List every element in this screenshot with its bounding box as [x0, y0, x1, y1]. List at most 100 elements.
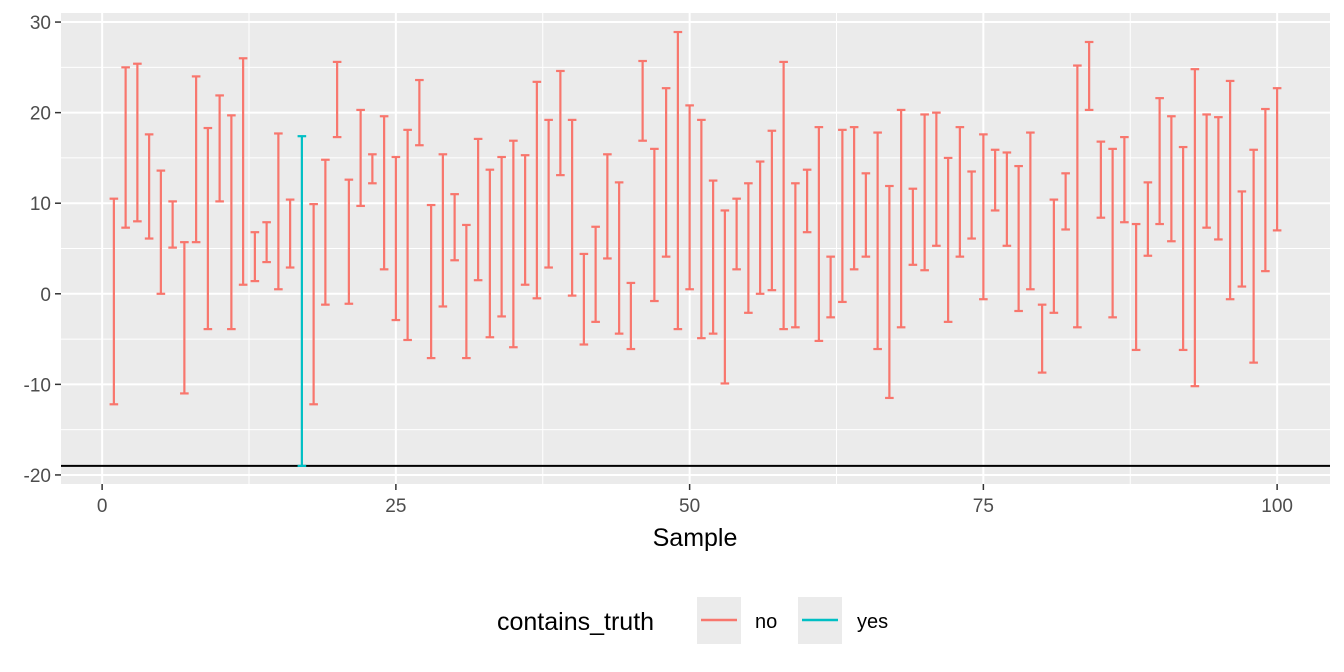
- errorbar-64: [849, 126, 859, 271]
- errorbar-84: [1084, 40, 1094, 112]
- errorbar-17: [297, 135, 307, 467]
- errorbar-32: [473, 137, 483, 282]
- errorbar-100: [1272, 87, 1282, 232]
- x-tick-label: 0: [97, 496, 108, 517]
- errorbar-30: [450, 193, 459, 262]
- errorbar-44: [614, 181, 624, 335]
- errorbar-31: [462, 223, 471, 360]
- errorbar-90: [1155, 97, 1164, 226]
- errorbar-9: [203, 126, 213, 331]
- errorbar-53: [720, 209, 730, 385]
- errorbar-67: [885, 184, 894, 400]
- errorbar-58: [779, 60, 788, 331]
- legend-label-no: no: [755, 611, 777, 633]
- errorbar-87: [1120, 135, 1129, 224]
- x-tick-label: 50: [679, 496, 700, 517]
- errorbar-68: [896, 108, 906, 329]
- legend: contains_truth no yes: [497, 597, 888, 644]
- errorbar-5: [156, 169, 166, 295]
- errorbar-99: [1261, 107, 1270, 273]
- legend-label-yes: yes: [857, 611, 888, 633]
- errorbar-54: [732, 197, 741, 271]
- y-tick-label: -20: [24, 466, 51, 487]
- errorbar-91: [1167, 115, 1176, 243]
- errorbar-66: [873, 131, 882, 351]
- errorbar-28: [426, 203, 436, 360]
- errorbar-88: [1131, 222, 1141, 352]
- x-axis-title: Sample: [653, 524, 738, 552]
- errorbar-11: [227, 114, 236, 331]
- intervals: [109, 30, 1282, 467]
- x-tick-label: 75: [973, 496, 994, 517]
- errorbar-95: [1214, 116, 1223, 241]
- errorbar-86: [1108, 147, 1117, 319]
- errorbar-85: [1096, 140, 1106, 219]
- errorbar-2: [121, 66, 130, 229]
- errorbar-75: [979, 133, 988, 301]
- errorbar-14: [262, 221, 271, 264]
- y-axis: -20 -10 0 10 20 30: [24, 13, 61, 487]
- errorbar-50: [685, 104, 694, 291]
- y-tick-label: 0: [40, 285, 51, 306]
- errorbar-23: [368, 153, 377, 185]
- errorbar-83: [1073, 64, 1082, 329]
- errorbar-52: [708, 179, 718, 335]
- errorbar-26: [403, 128, 412, 342]
- x-tick-label: 100: [1261, 496, 1293, 517]
- errorbar-24: [379, 115, 389, 271]
- errorbar-29: [438, 153, 448, 308]
- errorbar-65: [861, 172, 871, 258]
- errorbar-21: [344, 178, 354, 305]
- errorbar-94: [1202, 113, 1211, 229]
- errorbar-33: [485, 168, 495, 339]
- errorbar-18: [309, 203, 318, 406]
- errorbar-36: [520, 154, 530, 286]
- errorbar-40: [567, 118, 577, 297]
- errorbar-97: [1237, 190, 1247, 288]
- errorbar-98: [1249, 148, 1258, 364]
- errorbar-51: [697, 118, 706, 340]
- errorbar-1: [109, 197, 119, 406]
- errorbar-93: [1190, 68, 1200, 388]
- errorbar-79: [1026, 131, 1035, 291]
- errorbar-89: [1143, 181, 1153, 257]
- errorbar-92: [1178, 145, 1188, 352]
- errorbar-12: [238, 57, 248, 286]
- errorbar-60: [802, 168, 812, 234]
- errorbar-4: [144, 133, 154, 240]
- errorbar-19: [321, 158, 330, 306]
- errorbar-62: [826, 255, 835, 319]
- errorbar-22: [356, 108, 365, 208]
- errorbar-72: [943, 156, 953, 323]
- errorbar-77: [1002, 151, 1012, 247]
- errorbar-7: [180, 241, 189, 395]
- errorbar-39: [556, 69, 565, 177]
- legend-item-yes: yes: [798, 597, 888, 644]
- errorbar-34: [497, 155, 506, 318]
- legend-title: contains_truth: [497, 608, 654, 636]
- y-tick-label: 10: [30, 194, 51, 215]
- errorbar-37: [532, 80, 542, 300]
- errorbar-70: [920, 113, 929, 272]
- errorbar-13: [250, 231, 260, 283]
- minor-gridlines: [61, 13, 1330, 484]
- y-tick-label: 20: [30, 104, 51, 125]
- errorbar-15: [274, 132, 283, 291]
- errorbar-49: [673, 30, 683, 331]
- errorbar-20: [332, 60, 342, 139]
- errorbar-78: [1014, 164, 1023, 313]
- errorbar-38: [544, 118, 553, 269]
- errorbar-8: [191, 75, 201, 244]
- errorbar-80: [1037, 303, 1047, 374]
- errorbar-81: [1049, 198, 1059, 314]
- errorbar-25: [391, 155, 401, 322]
- errorbar-41: [579, 252, 589, 346]
- y-tick-label: -10: [24, 375, 51, 396]
- errorbar-55: [744, 182, 753, 314]
- x-axis: 0 25 50 75 100: [97, 484, 1293, 517]
- errorbar-57: [767, 129, 777, 292]
- errorbar-74: [967, 170, 976, 240]
- x-tick-label: 25: [385, 496, 406, 517]
- errorbar-43: [603, 153, 612, 260]
